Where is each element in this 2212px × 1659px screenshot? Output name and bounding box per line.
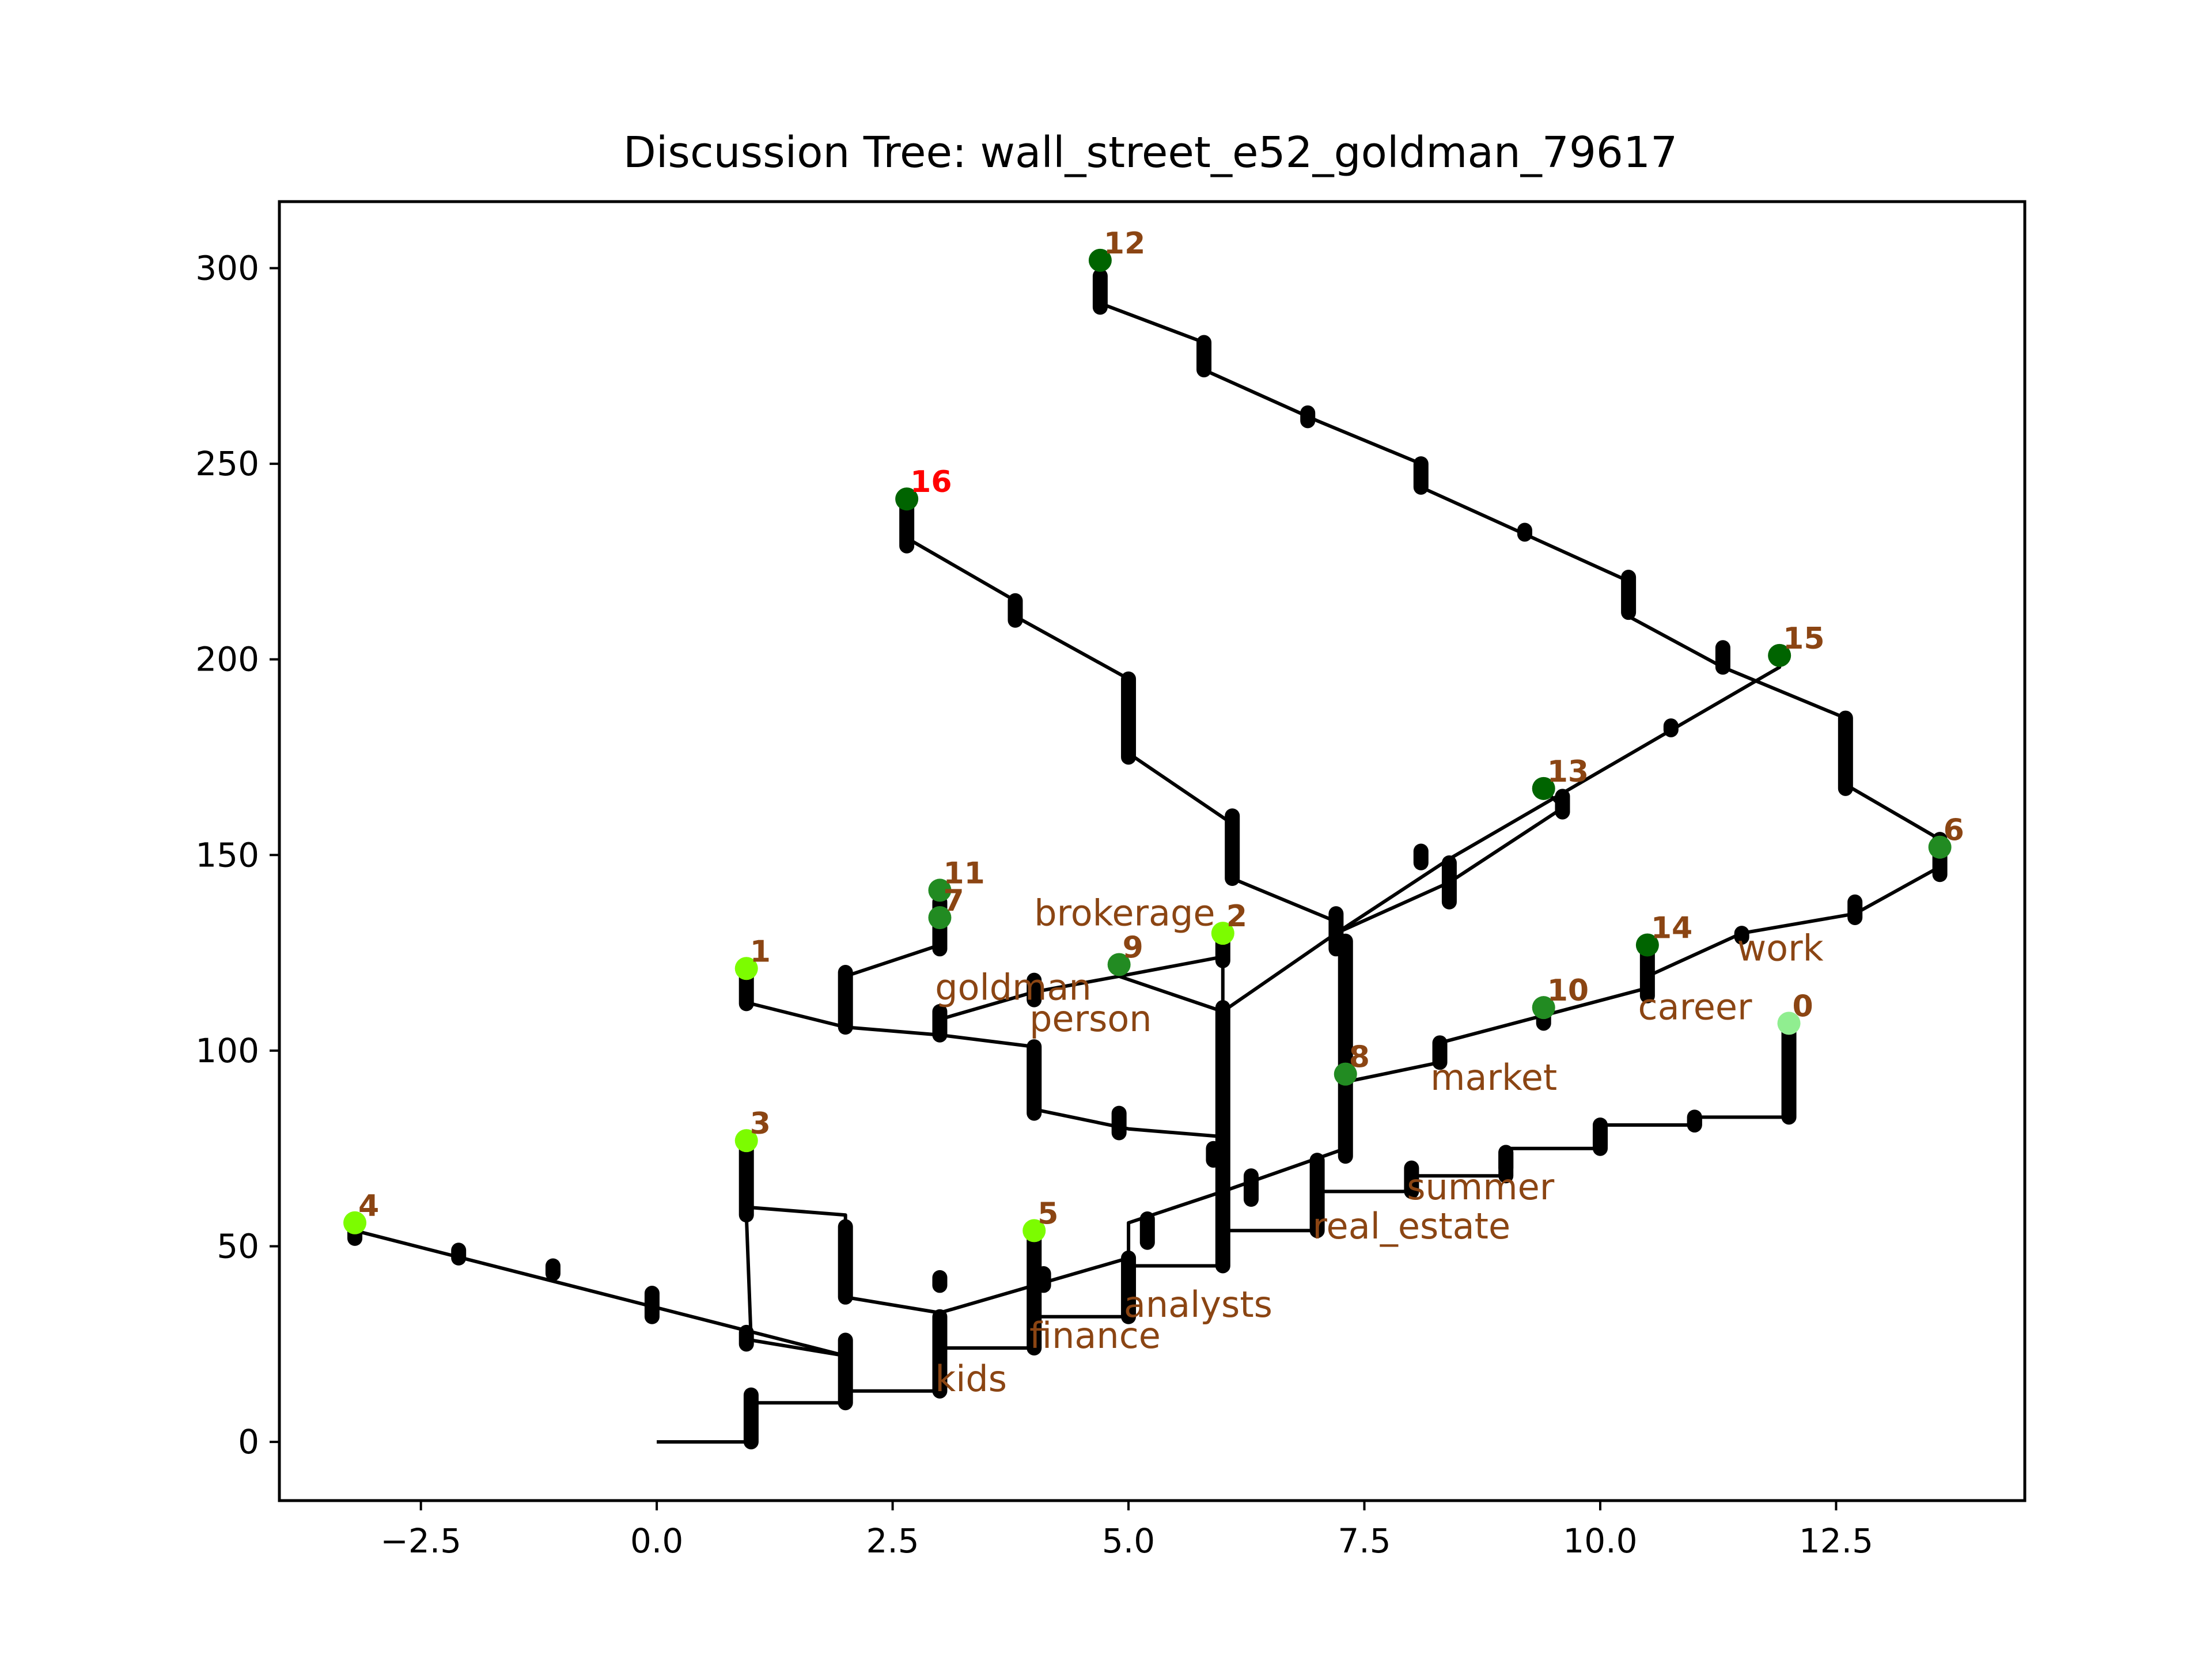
keyword-label: work	[1737, 927, 1823, 969]
x-tick-label: 10.0	[1563, 1521, 1637, 1560]
tree-node	[1768, 643, 1791, 667]
tree-node	[895, 487, 919, 511]
keyword-label: summer	[1407, 1166, 1555, 1208]
x-tick-label: 5.0	[1102, 1521, 1155, 1560]
node-label: 0	[1793, 989, 1813, 1024]
chart-title: Discussion Tree: wall_street_e52_goldman…	[623, 128, 1677, 177]
tree-edge	[843, 890, 1225, 1266]
node-label: 13	[1547, 755, 1589, 789]
node-label: 14	[1651, 911, 1692, 946]
keyword-label: kids	[935, 1358, 1007, 1400]
node-label: 11	[943, 856, 984, 891]
tree-node	[1022, 1219, 1046, 1243]
node-label: 15	[1783, 622, 1824, 656]
tree-node	[1777, 1012, 1801, 1035]
node-label: 6	[1944, 813, 1964, 848]
x-tick-label: 12.5	[1799, 1521, 1873, 1560]
keyword-label: analysts	[1124, 1283, 1272, 1325]
tree-node	[928, 878, 952, 902]
keyword-label: finance	[1029, 1315, 1161, 1357]
tree-node	[734, 1129, 758, 1153]
tree-node	[1088, 248, 1112, 272]
tree-node	[1928, 835, 1952, 859]
keyword-label: market	[1430, 1056, 1557, 1099]
axes-frame	[278, 200, 2027, 1502]
keyword-label: goldman	[935, 967, 1092, 1009]
x-tick-label: −2.5	[380, 1521, 461, 1560]
node-label: 12	[1104, 226, 1145, 261]
node-label: 5	[1037, 1196, 1058, 1231]
node-label: 8	[1349, 1040, 1370, 1075]
y-tick-label: 50	[217, 1227, 259, 1266]
y-tick-label: 100	[195, 1031, 259, 1070]
tree-node	[1107, 953, 1131, 976]
node-label: 9	[1123, 930, 1143, 965]
y-tick-label: 250	[195, 444, 259, 483]
tree-edge	[1033, 1146, 1346, 1287]
tree-node	[343, 1211, 367, 1234]
x-tick-label: 7.5	[1338, 1521, 1391, 1560]
x-tick-label: 2.5	[866, 1521, 919, 1560]
node-label: 16	[910, 465, 952, 499]
node-label: 3	[750, 1107, 771, 1141]
x-tick-label: 0.0	[630, 1521, 683, 1560]
tree-node	[1334, 1062, 1357, 1086]
node-label: 10	[1547, 974, 1589, 1008]
node-label: 7	[943, 884, 964, 918]
y-tick-label: 200	[195, 640, 259, 679]
tree-node	[1532, 996, 1555, 1020]
tree-node	[1532, 777, 1555, 800]
node-label: 2	[1226, 899, 1247, 934]
y-tick-label: 150	[195, 835, 259, 874]
node-label: 4	[358, 1189, 379, 1224]
tree-edge	[1119, 955, 1224, 978]
node-label: 1	[750, 934, 771, 969]
keyword-label: real_estate	[1312, 1205, 1510, 1247]
tree-node	[1635, 933, 1659, 957]
axes: −2.5 0.0 2.5 5.0 7.5 10.0 12.50501001502002503…	[195, 248, 1873, 1560]
tree-node	[928, 906, 952, 929]
keyword-label: career	[1638, 986, 1752, 1028]
y-tick-label: 0	[238, 1422, 259, 1461]
keyword-label: brokerage	[1034, 892, 1215, 934]
keyword-label: person	[1029, 998, 1152, 1040]
tree-node	[734, 957, 758, 980]
tree-node	[1211, 922, 1234, 945]
y-tick-label: 300	[195, 248, 259, 287]
